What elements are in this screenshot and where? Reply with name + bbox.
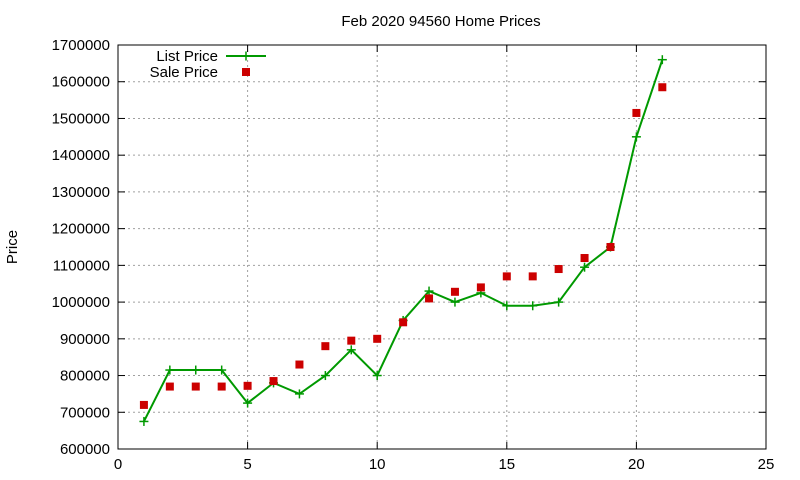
list-price-point: [580, 262, 590, 272]
list-price-point: [320, 371, 330, 381]
y-tick-label: 1400000: [52, 147, 110, 164]
sale-price-point: [347, 336, 356, 345]
legend-label: List Price: [156, 48, 218, 65]
list-price-point: [631, 132, 641, 142]
y-tick-label: 1200000: [52, 221, 110, 238]
y-tick-label: 1300000: [52, 184, 110, 201]
x-tick-label: 5: [243, 456, 251, 473]
sale-price-point: [243, 381, 252, 390]
y-tick-label: 1700000: [52, 37, 110, 54]
list-price-point: [502, 301, 512, 311]
list-price-point: [294, 389, 304, 399]
sale-price-point: [528, 272, 537, 281]
list-price-point: [450, 297, 460, 307]
sale-price-point: [269, 377, 278, 386]
x-tick-label: 15: [498, 456, 515, 473]
series-0: [139, 55, 667, 426]
y-axis-label: Price: [4, 230, 21, 264]
sale-price-point: [425, 294, 434, 303]
y-tick-label: 1500000: [52, 110, 110, 127]
legend-marker: [242, 68, 250, 76]
sale-price-point: [139, 400, 148, 409]
sale-price-point: [632, 108, 641, 117]
sale-price-point: [476, 283, 485, 292]
plot-frame: [117, 44, 767, 450]
grid-lines: [118, 45, 766, 449]
y-tick-label: 800000: [60, 368, 110, 385]
x-tick-label: 20: [628, 456, 645, 473]
list-price-point: [372, 371, 382, 381]
sale-price-point: [502, 272, 511, 281]
sale-price-point: [658, 83, 667, 92]
x-tick-label: 10: [369, 456, 386, 473]
y-tick-label: 1000000: [52, 294, 110, 311]
legend-marker: [241, 51, 251, 61]
axis-ticks: 0 5 10 15 20 25 600000 700000 800000 900000 100000…: [52, 37, 775, 473]
sale-price-point: [554, 265, 563, 274]
list-price-point: [139, 416, 149, 426]
list-price-point: [554, 297, 564, 307]
list-price-point: [424, 286, 434, 296]
y-tick-label: 700000: [60, 404, 110, 421]
list-price-point: [243, 398, 253, 408]
sale-price-point: [399, 318, 408, 327]
sale-price-point: [373, 334, 382, 343]
sale-price-point: [580, 254, 589, 263]
legend-entry: Sale Price: [150, 64, 250, 81]
list-price-point: [217, 365, 227, 375]
list-price-point: [346, 345, 356, 355]
sale-price-point: [295, 360, 304, 369]
y-tick-label: 900000: [60, 331, 110, 348]
y-tick-label: 600000: [60, 441, 110, 458]
legend-label: Sale Price: [150, 64, 218, 81]
list-price-point: [528, 301, 538, 311]
list-price-point: [657, 55, 667, 65]
sale-price-point: [321, 342, 330, 351]
sale-price-point: [165, 382, 174, 391]
y-tick-label: 1600000: [52, 74, 110, 91]
y-tick-label: 1100000: [53, 257, 110, 274]
x-tick-label: 0: [114, 456, 122, 473]
sale-price-point: [606, 243, 615, 251]
sale-price-point: [217, 382, 226, 391]
legend-entry: List Price: [156, 48, 266, 65]
sale-price-point: [450, 287, 459, 296]
list-price-point: [191, 365, 201, 375]
series-1: [139, 83, 667, 409]
chart-title: Feb 2020 94560 Home Prices: [341, 13, 540, 30]
list-price-point: [165, 365, 175, 375]
x-tick-label: 25: [758, 456, 775, 473]
sale-price-point: [191, 382, 200, 391]
data-series: [139, 55, 667, 426]
